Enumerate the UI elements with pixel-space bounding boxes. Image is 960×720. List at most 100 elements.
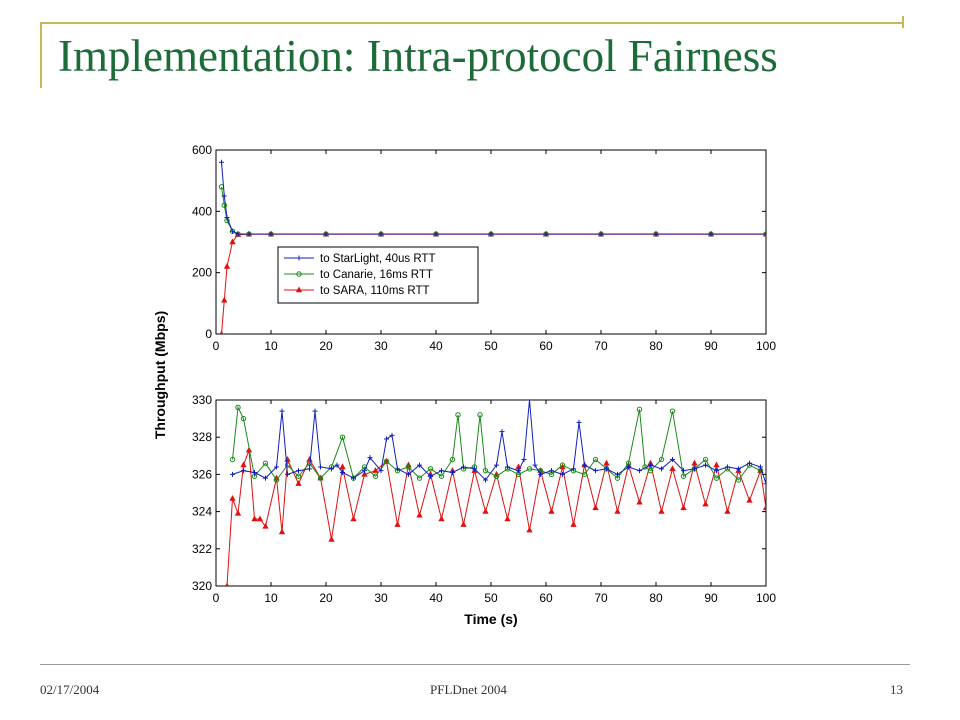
data-point (384, 436, 389, 442)
y-axis-label: Throughput (Mbps) (152, 311, 168, 439)
data-point (350, 515, 357, 522)
data-point (460, 521, 467, 527)
data-point (263, 475, 268, 481)
data-point (284, 462, 291, 468)
data-point (592, 456, 599, 463)
data-point (367, 455, 373, 461)
data-point (221, 193, 227, 199)
data-point (527, 400, 532, 403)
footer-conference: PFLDnet 2004 (430, 682, 507, 697)
legend-marker (296, 271, 302, 277)
data-point (225, 582, 229, 586)
data-point (592, 504, 599, 511)
x-axis-label: Time (s) (464, 611, 517, 627)
series-line (221, 162, 766, 235)
x-tick-label: 20 (319, 591, 333, 605)
data-point (735, 477, 742, 483)
y-tick-label: 328 (192, 430, 212, 444)
data-point (581, 471, 588, 478)
data-point (636, 406, 643, 412)
data-point (702, 500, 709, 507)
data-point (219, 330, 224, 334)
data-point (262, 460, 269, 466)
data-point (493, 473, 500, 479)
x-tick-label: 100 (756, 339, 776, 353)
data-point (494, 462, 499, 468)
data-point (714, 468, 719, 474)
data-point (251, 515, 258, 522)
data-point (560, 471, 565, 477)
data-point (747, 460, 752, 466)
data-point (647, 467, 654, 474)
data-point (235, 404, 241, 411)
data-point (279, 408, 285, 414)
data-point (570, 521, 577, 527)
data-point (736, 466, 741, 472)
data-point (221, 202, 227, 208)
data-point (526, 526, 533, 533)
legend-marker (295, 286, 303, 293)
data-point (307, 466, 312, 472)
data-point (230, 471, 235, 477)
data-point (691, 459, 698, 466)
data-point (681, 468, 686, 474)
data-point (428, 473, 433, 479)
data-point (406, 471, 411, 477)
data-point (339, 434, 346, 440)
data-point (351, 475, 356, 481)
data-point (724, 508, 731, 514)
data-point (653, 231, 659, 237)
data-point (318, 464, 323, 470)
y-tick-label: 326 (192, 467, 212, 481)
footer-date: 02/17/2004 (40, 682, 100, 697)
data-point (268, 231, 274, 237)
data-point (229, 456, 236, 463)
data-point (273, 477, 280, 483)
data-point (713, 475, 720, 481)
x-tick-label: 100 (756, 591, 776, 605)
plot-frame (215, 149, 767, 335)
x-tick-label: 70 (594, 339, 608, 353)
slide-title: Implementation: Intra-protocol Fairness (58, 31, 778, 81)
accent-line-end (902, 16, 904, 28)
data-point (702, 456, 709, 463)
legend-label: to Canarie, 16ms RTT (320, 269, 433, 281)
data-point (296, 468, 301, 474)
bottom-panel: 0 10 20 30 40 50 60 70 80 90 100 320 322 324 326 328 330 (192, 393, 776, 605)
x-tick-label: 80 (649, 339, 663, 353)
data-point (549, 468, 554, 474)
legend-box (277, 246, 479, 304)
footer-divider (40, 664, 910, 665)
data-point (221, 296, 228, 303)
data-point (526, 466, 533, 472)
data-point (669, 465, 676, 472)
x-tick-label: 40 (429, 591, 443, 605)
data-point (614, 508, 621, 514)
data-point (516, 468, 521, 474)
data-point (246, 231, 252, 237)
data-point (383, 458, 390, 465)
data-point (262, 522, 269, 529)
x-tick-label: 90 (704, 591, 718, 605)
data-point (378, 231, 384, 237)
y-tick-label: 324 (192, 505, 212, 519)
legend-label: to SARA, 110ms RTT (320, 285, 430, 297)
x-tick-label: 30 (374, 591, 388, 605)
data-point (339, 463, 346, 470)
data-point (636, 498, 643, 505)
data-point (285, 471, 290, 477)
data-point (483, 477, 488, 483)
legend-marker (296, 255, 302, 261)
data-point (576, 419, 582, 425)
data-point (538, 471, 543, 477)
accent-line-horizontal (40, 22, 902, 24)
data-point (450, 470, 455, 476)
y-tick-label: 330 (192, 393, 212, 407)
data-point (658, 456, 665, 463)
x-tick-label: 40 (429, 339, 443, 353)
data-point (317, 475, 324, 481)
data-point (439, 468, 444, 474)
data-point (240, 461, 247, 468)
data-point (278, 528, 286, 535)
